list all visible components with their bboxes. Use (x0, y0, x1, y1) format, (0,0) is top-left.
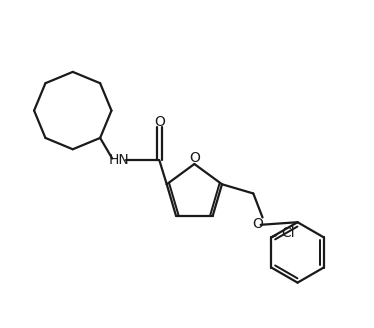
Text: O: O (154, 115, 165, 129)
Text: O: O (189, 151, 200, 165)
Text: O: O (253, 217, 264, 231)
Text: Cl: Cl (282, 226, 295, 240)
Text: HN: HN (108, 153, 129, 167)
